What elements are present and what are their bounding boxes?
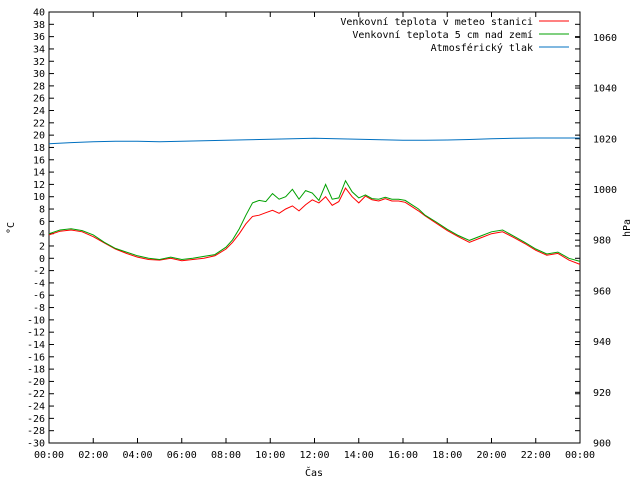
y-tick-label: -24 [27, 402, 45, 413]
y-tick-label: 18 [33, 143, 45, 154]
x-tick-label: 12:00 [299, 450, 329, 461]
y-tick-label: 40 [33, 8, 45, 19]
y2-tick-label: 980 [593, 236, 611, 247]
y-tick-label: 26 [33, 94, 45, 105]
y2-tick-label: 940 [593, 337, 611, 348]
legend: Venkovní teplota v meteo staniciVenkovní… [340, 16, 569, 54]
y-tick-label: -16 [27, 352, 45, 363]
y-tick-label: -14 [27, 340, 45, 351]
y2-tick-label: 900 [593, 439, 611, 450]
y-tick-label: 22 [33, 118, 45, 129]
x-tick-label: 06:00 [167, 450, 197, 461]
series-line-1 [48, 179, 581, 262]
series-lines [48, 137, 581, 265]
legend-label-1: Venkovní teplota 5 cm nad zemí [352, 29, 533, 41]
y2-tick-label: 1000 [593, 185, 617, 196]
y-tick-label: -18 [27, 365, 45, 376]
y-tick-label: 20 [33, 131, 45, 142]
x-tick-label: 22:00 [521, 450, 551, 461]
y-tick-label: -22 [27, 389, 45, 400]
x-tick-label: 16:00 [388, 450, 418, 461]
y-axis-ticks: -30-28-26-24-22-20-18-16-14-12-10-8-6-4-… [27, 8, 580, 450]
x-tick-label: 20:00 [476, 450, 506, 461]
x-tick-label: 00:00 [565, 450, 595, 461]
y-tick-label: 2 [39, 241, 45, 252]
y-tick-label: 10 [33, 192, 45, 203]
y-axis-label: °C [6, 222, 17, 234]
x-axis-label: Čas [305, 466, 323, 479]
y-tick-label: -4 [33, 278, 45, 289]
y-tick-label: 0 [39, 254, 45, 265]
y2-tick-label: 1060 [593, 33, 617, 44]
y-tick-label: -30 [27, 439, 45, 450]
y2-tick-label: 960 [593, 286, 611, 297]
x-tick-label: 14:00 [344, 450, 374, 461]
y-tick-label: 38 [33, 20, 45, 31]
x-tick-label: 08:00 [211, 450, 241, 461]
legend-label-2: Atmosférický tlak [431, 42, 533, 54]
y2-tick-label: 1040 [593, 84, 617, 95]
y-tick-label: -26 [27, 414, 45, 425]
y-tick-label: 4 [39, 229, 45, 240]
y-tick-label: 16 [33, 155, 45, 166]
y-tick-label: -2 [33, 266, 45, 277]
y-tick-label: 36 [33, 32, 45, 43]
y2-tick-label: 1020 [593, 134, 617, 145]
y-tick-label: -10 [27, 315, 45, 326]
y2-axis-ticks: 900 920 940 960 980 1000 1020 1040 1060 [575, 33, 617, 450]
x-tick-label: 00:00 [34, 450, 64, 461]
y-tick-label: 6 [39, 217, 45, 228]
y-tick-label: 32 [33, 57, 45, 68]
y-tick-label: 24 [33, 106, 45, 117]
y-tick-label: -28 [27, 426, 45, 437]
x-axis-ticks: 00:00 02:00 04:00 06:00 08:00 10:00 12:00 14:00… [34, 12, 595, 461]
y-tick-label: 30 [33, 69, 45, 80]
x-tick-label: 10:00 [255, 450, 285, 461]
y-tick-label: -20 [27, 377, 45, 388]
y-tick-label: -12 [27, 328, 45, 339]
y-tick-label: 28 [33, 81, 45, 92]
y-tick-label: 12 [33, 180, 45, 191]
legend-label-0: Venkovní teplota v meteo stanici [340, 16, 533, 28]
y2-tick-label: 920 [593, 388, 611, 399]
plot-area-border [48, 11, 581, 444]
y-tick-label: -6 [33, 291, 45, 302]
y-tick-label: -8 [33, 303, 45, 314]
y2-axis-label: hPa [622, 219, 633, 237]
x-tick-label: 04:00 [122, 450, 152, 461]
y-tick-label: 8 [39, 205, 45, 216]
y-tick-label: 34 [33, 44, 45, 55]
x-tick-label: 02:00 [78, 450, 108, 461]
series-line-2 [48, 137, 580, 145]
series-line-0 [48, 187, 581, 265]
y-tick-label: 14 [33, 168, 45, 179]
x-tick-label: 18:00 [432, 450, 462, 461]
